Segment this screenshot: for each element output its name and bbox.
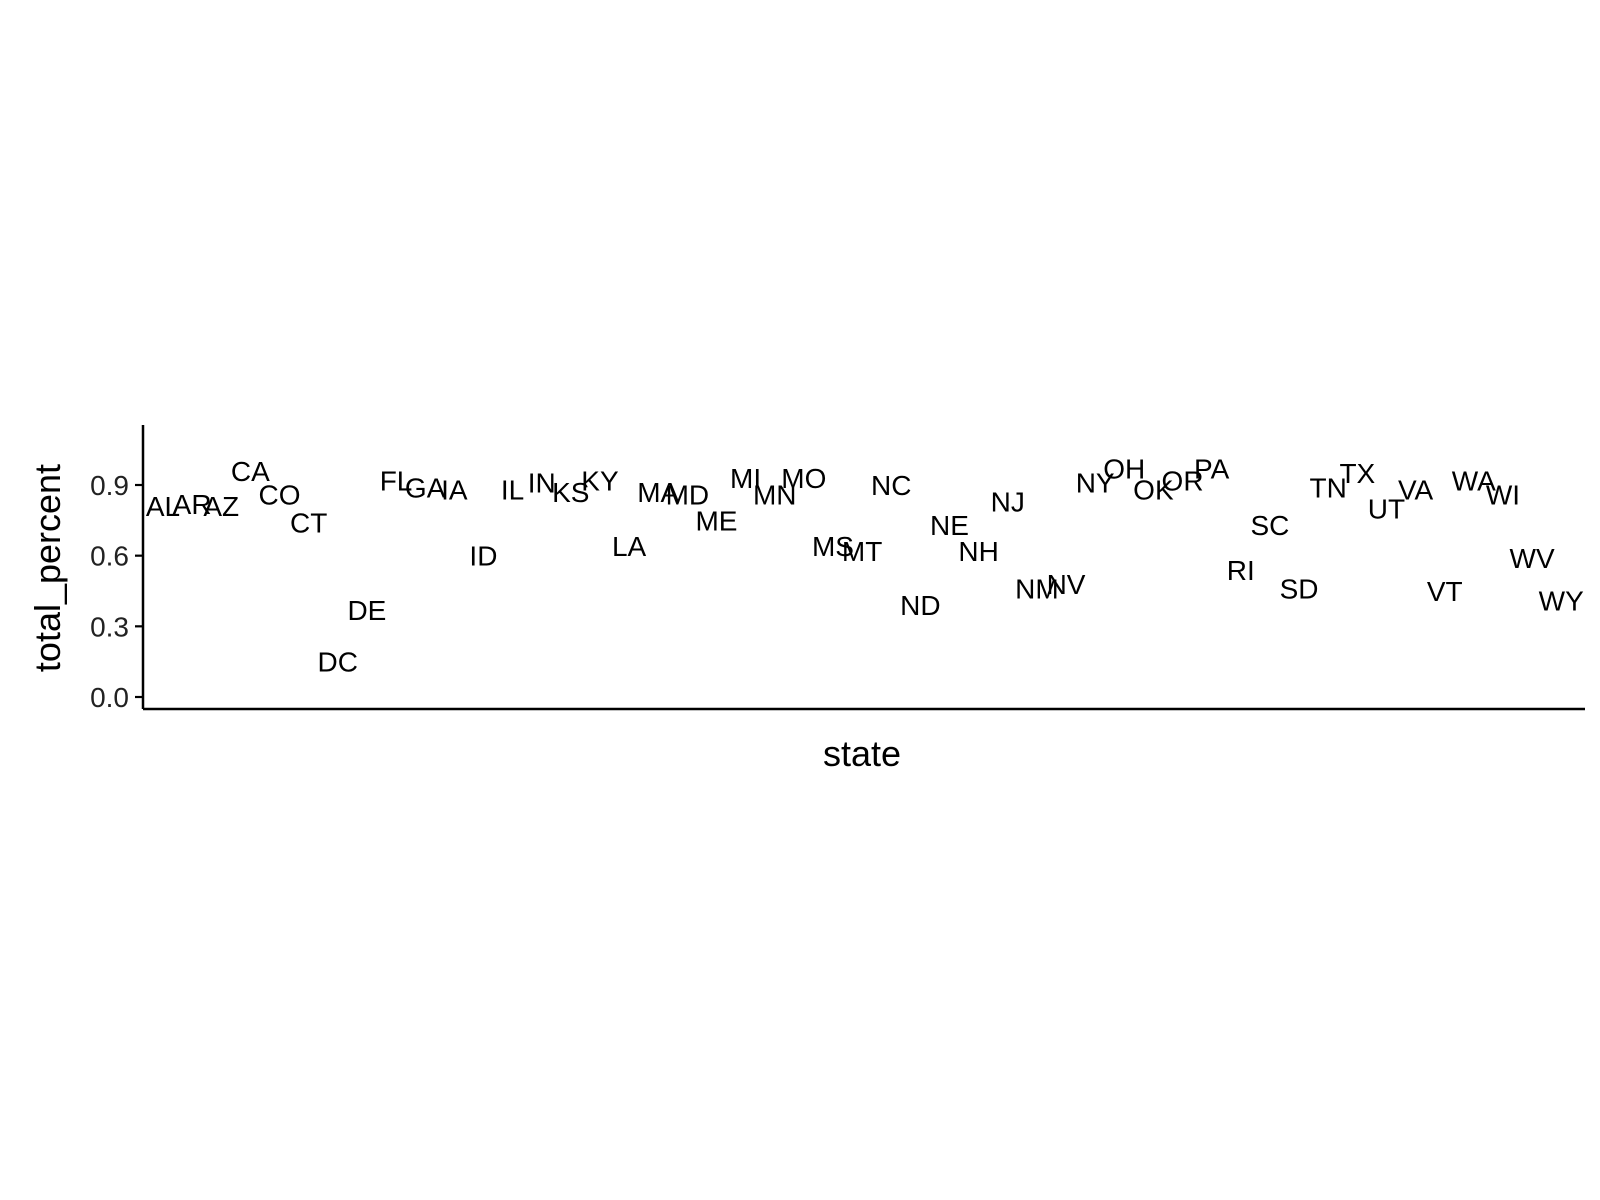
y-tick-label: 0.6 xyxy=(90,541,129,572)
point-label-me: ME xyxy=(695,505,737,536)
point-label-ms: MS xyxy=(812,531,854,562)
point-label-va: VA xyxy=(1398,475,1434,506)
point-label-wy: WY xyxy=(1539,585,1584,616)
y-axis-title: total_percent xyxy=(27,464,68,672)
x-axis-title: state xyxy=(823,733,901,774)
point-label-vt: VT xyxy=(1427,576,1463,607)
y-tick-label: 0.3 xyxy=(90,611,129,642)
point-label-la: LA xyxy=(612,531,647,562)
point-label-ny: NY xyxy=(1076,468,1115,499)
point-label-sc: SC xyxy=(1250,510,1289,541)
point-label-fl: FL xyxy=(380,465,413,496)
point-label-ok: OK xyxy=(1133,475,1174,506)
point-label-in: IN xyxy=(528,468,556,499)
point-label-oh: OH xyxy=(1103,454,1145,485)
point-label-tx: TX xyxy=(1339,458,1375,489)
y-axis: 0.0 0.3 0.6 0.9 xyxy=(90,425,145,713)
point-label-ia: IA xyxy=(441,475,468,506)
point-label-wa: WA xyxy=(1452,465,1496,496)
y-tick-label: 0.9 xyxy=(90,470,129,501)
point-label-tn: TN xyxy=(1310,472,1347,503)
point-label-de: DE xyxy=(347,595,386,626)
point-label-mt: MT xyxy=(842,536,882,567)
point-label-co: CO xyxy=(259,479,301,510)
point-label-ne: NE xyxy=(930,510,969,541)
point-label-dc: DC xyxy=(318,647,358,678)
point-label-nc: NC xyxy=(871,470,911,501)
point-label-az: AZ xyxy=(203,491,239,522)
point-label-md: MD xyxy=(666,479,710,510)
point-label-id: ID xyxy=(469,541,497,572)
point-label-ks: KS xyxy=(552,477,589,508)
point-label-ca: CA xyxy=(231,456,270,487)
y-tick-label: 0.0 xyxy=(90,682,129,713)
point-label-ar: AR xyxy=(173,489,212,520)
point-label-wi: WI xyxy=(1486,479,1520,510)
point-label-mn: MN xyxy=(753,479,797,510)
point-label-sd: SD xyxy=(1280,574,1319,605)
point-label-nj: NJ xyxy=(991,486,1025,517)
point-label-ga: GA xyxy=(405,472,446,503)
point-label-il: IL xyxy=(501,475,524,506)
point-label-al: AL xyxy=(146,491,180,522)
point-label-nd: ND xyxy=(900,590,940,621)
point-label-ct: CT xyxy=(290,508,327,539)
point-label-ri: RI xyxy=(1227,555,1255,586)
point-label-mo: MO xyxy=(781,463,826,494)
point-label-nh: NH xyxy=(958,536,998,567)
point-label-nv: NV xyxy=(1047,569,1086,600)
point-label-wv: WV xyxy=(1510,543,1555,574)
point-label-ut: UT xyxy=(1368,494,1405,525)
point-label-mi: MI xyxy=(730,463,761,494)
point-label-or: OR xyxy=(1162,465,1204,496)
point-label-pa: PA xyxy=(1194,454,1230,485)
point-label-nm: NM xyxy=(1015,574,1059,605)
point-label-ky: KY xyxy=(581,465,619,496)
point-label-ma: MA xyxy=(637,477,679,508)
